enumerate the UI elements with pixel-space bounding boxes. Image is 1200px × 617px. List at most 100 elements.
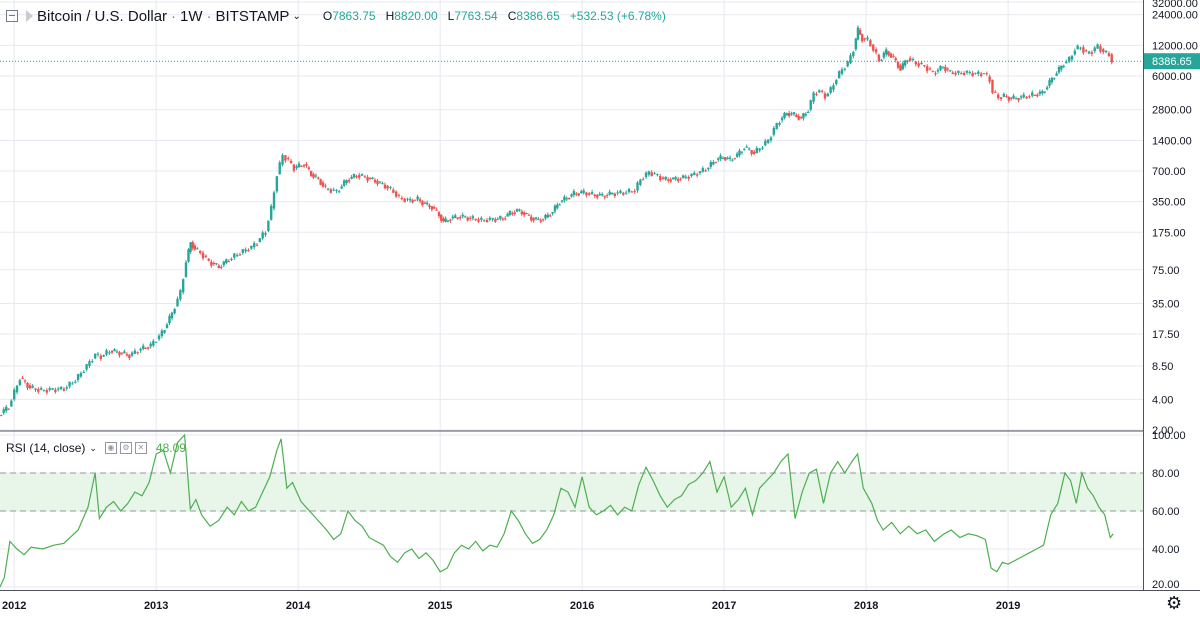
rsi-value: 48.09: [155, 441, 186, 455]
candle-body: [278, 162, 281, 175]
candle-body: [340, 186, 343, 189]
candle-body: [152, 340, 155, 346]
candle-body: [812, 92, 815, 102]
candle-body: [520, 211, 524, 215]
candle-body: [289, 160, 293, 164]
exchange-label[interactable]: BITSTAMP: [215, 7, 290, 25]
candle-body: [250, 245, 253, 249]
candle-body: [698, 171, 702, 173]
candle-body: [653, 173, 656, 175]
candle-body: [849, 55, 852, 64]
candle-body: [852, 51, 855, 57]
candle-body: [383, 184, 387, 189]
candle-body: [435, 209, 438, 211]
candle-body: [565, 198, 568, 200]
candle-body: [144, 348, 147, 350]
candle-body: [761, 147, 764, 149]
candle-body: [719, 155, 722, 159]
candle-body: [901, 63, 905, 70]
chevron-down-icon[interactable]: ⌄: [292, 10, 301, 22]
candle-body: [549, 215, 552, 217]
candle-body: [985, 73, 989, 75]
candle-body: [62, 388, 66, 391]
candle-body: [681, 175, 685, 179]
candle-body: [923, 65, 926, 67]
candle-body: [170, 312, 174, 319]
candle-body: [491, 217, 494, 220]
x-tick-label: 2019: [996, 600, 1020, 612]
close-icon[interactable]: ✕: [134, 442, 147, 454]
candle-body: [936, 69, 940, 72]
x-tick-label: 2015: [428, 600, 452, 612]
candle-body: [51, 388, 54, 390]
candle-body: [994, 91, 997, 93]
candle-body: [835, 80, 838, 85]
candle-body: [292, 164, 296, 171]
close-label: C: [507, 9, 517, 23]
candle-body: [954, 72, 957, 75]
candle-body: [527, 214, 531, 216]
candle-body: [854, 38, 858, 50]
candle-body: [745, 146, 748, 148]
candle-body: [15, 385, 19, 393]
candle-body: [588, 193, 591, 195]
candle-body: [74, 381, 77, 383]
collapse-icon[interactable]: [6, 10, 18, 22]
candle-body: [406, 198, 409, 200]
price-tick-label: 32000.00: [1152, 0, 1198, 10]
symbol-name[interactable]: Bitcoin / U.S. Dollar: [37, 7, 168, 25]
candle-body: [342, 180, 346, 186]
candle-body: [656, 174, 659, 176]
candle-body: [743, 149, 746, 151]
candle-body: [661, 177, 665, 180]
chart-settings-gear-icon[interactable]: ⚙: [1166, 593, 1183, 613]
candle-body: [669, 179, 672, 182]
interval-label[interactable]: 1W: [180, 7, 203, 25]
candle-body: [764, 140, 767, 146]
candle-body: [307, 167, 311, 170]
candle-body: [740, 151, 744, 153]
rsi-label[interactable]: RSI (14, close): [6, 441, 86, 455]
candle-body: [309, 170, 313, 177]
candle-body: [642, 179, 645, 181]
candle-body: [440, 214, 443, 221]
settings-icon[interactable]: ⚙: [119, 442, 132, 454]
candle-body: [701, 168, 705, 172]
candle-body: [71, 383, 74, 385]
candle-body: [463, 216, 467, 218]
candle-body: [896, 61, 900, 68]
candle-body: [425, 202, 429, 205]
candle-body: [537, 218, 540, 220]
candle-body: [585, 192, 588, 196]
candle-body: [832, 85, 835, 90]
candle-body: [704, 170, 707, 172]
eye-icon[interactable]: ◉: [104, 442, 117, 454]
candle-body: [247, 249, 250, 252]
rsi-tick-label: 60.00: [1152, 506, 1180, 518]
candle-body: [546, 214, 550, 218]
candle-body: [499, 215, 502, 219]
candle-body: [389, 187, 392, 189]
candle-body: [26, 382, 29, 388]
candle-body: [146, 347, 150, 349]
candle-body: [558, 204, 561, 206]
chevron-down-icon[interactable]: ⌄: [89, 442, 97, 453]
candle-body: [903, 60, 907, 66]
candle-body: [726, 157, 729, 159]
candle-body: [1067, 57, 1071, 62]
candle-body: [605, 195, 609, 197]
candle-body: [418, 199, 422, 202]
candle-body: [207, 258, 210, 261]
candle-body: [168, 315, 171, 324]
candle-body: [269, 205, 273, 220]
candle-body: [217, 265, 221, 268]
candle-body: [1038, 91, 1042, 94]
candle-body: [128, 354, 131, 358]
candle-body: [598, 193, 601, 196]
candle-body: [684, 176, 687, 178]
candle-body: [894, 58, 897, 61]
candle-body: [843, 68, 847, 70]
candle-body: [513, 212, 516, 214]
candle-body: [721, 157, 725, 159]
candle-body: [408, 199, 412, 201]
